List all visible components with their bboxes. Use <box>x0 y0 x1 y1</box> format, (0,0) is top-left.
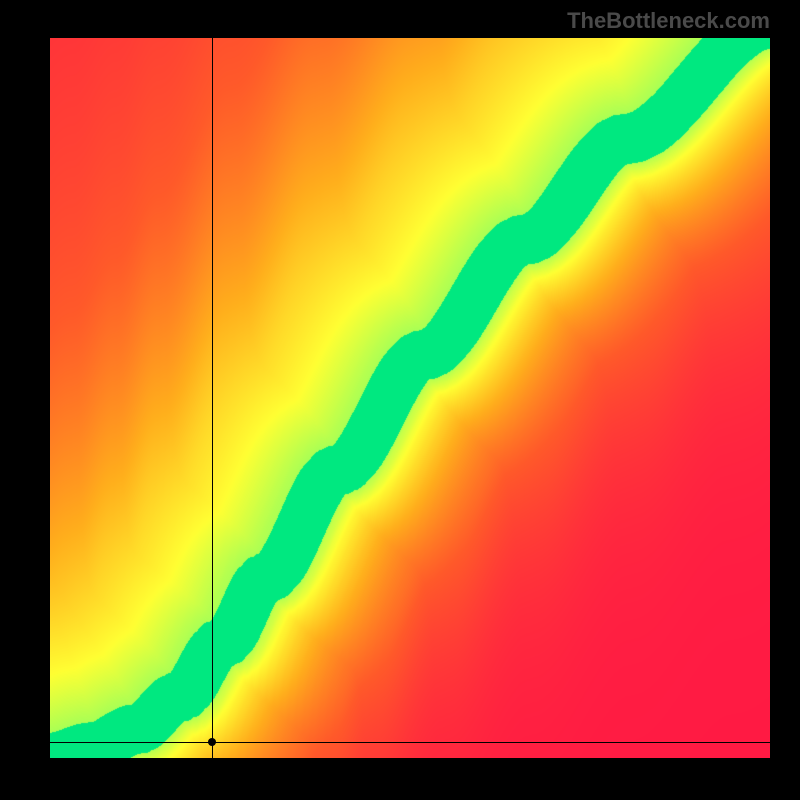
crosshair-horizontal <box>50 742 770 743</box>
crosshair-point <box>208 738 216 746</box>
crosshair-vertical <box>212 38 213 758</box>
heatmap-plot <box>50 38 770 758</box>
heatmap-canvas <box>50 38 770 758</box>
watermark-text: TheBottleneck.com <box>567 8 770 34</box>
